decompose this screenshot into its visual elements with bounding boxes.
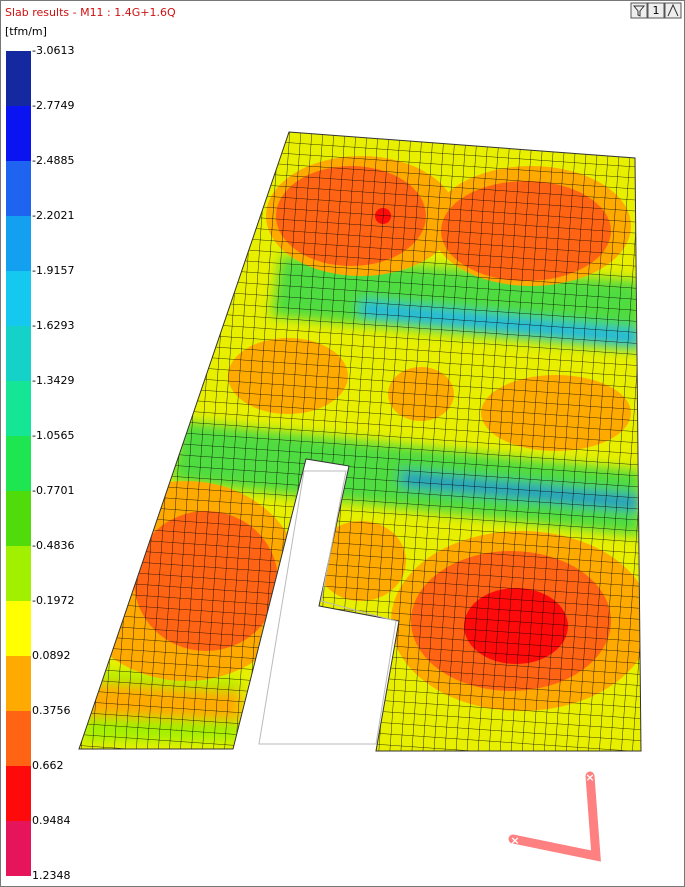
legend-label: -2.4885: [32, 154, 74, 167]
axis-gizmo: [508, 771, 601, 862]
legend-swatch: [6, 271, 31, 326]
legend-swatch: [6, 766, 31, 821]
legend-label: 0.3756: [32, 704, 71, 717]
legend-swatch: [6, 821, 31, 876]
slab-outline: [78, 131, 642, 752]
page-button[interactable]: [647, 2, 665, 19]
legend-swatch: [6, 601, 31, 656]
legend-label: -2.7749: [32, 99, 74, 112]
legend-label: -1.9157: [32, 264, 74, 277]
legend-swatch: [6, 51, 31, 106]
legend-label: -0.7701: [32, 484, 74, 497]
toolbar: 1: [630, 2, 682, 19]
filter-icon: [632, 5, 646, 17]
legend: -3.0613 -2.7749 -2.4885 -2.2021 -1.9157 -1.62…: [6, 44, 74, 882]
legend-label: 1.2348: [32, 869, 71, 882]
legend-swatch: [6, 161, 31, 216]
legend-label: -2.2021: [32, 209, 74, 222]
legend-swatch: [6, 491, 31, 546]
window-title: Slab results - M11 : 1.4G+1.6Q: [5, 6, 176, 19]
opening-outline: [258, 470, 397, 745]
legend-label: -1.0565: [32, 429, 74, 442]
legend-swatch: [6, 656, 31, 711]
legend-swatch: [6, 546, 31, 601]
legend-label: -1.6293: [32, 319, 74, 332]
legend-swatch: [6, 711, 31, 766]
legend-label: -3.0613: [32, 44, 74, 57]
legend-swatch: [6, 436, 31, 491]
legend-swatch: [6, 381, 31, 436]
legend-label: -0.1972: [32, 594, 74, 607]
legend-label: 0.0892: [32, 649, 71, 662]
legend-label: 0.9484: [32, 814, 71, 827]
up-icon: [667, 3, 679, 17]
page-number: 1: [653, 4, 660, 17]
legend-label: 0.662: [32, 759, 64, 772]
legend-label: -1.3429: [32, 374, 74, 387]
legend-swatch: [6, 326, 31, 381]
axis-x-mark: ×: [585, 771, 594, 784]
legend-label: -0.4836: [32, 539, 74, 552]
legend-unit: [tfm/m]: [5, 25, 47, 38]
axis-y-mark: ×: [510, 834, 519, 847]
legend-swatch: [6, 216, 31, 271]
legend-swatch: [6, 106, 31, 161]
slab-contour: [79, 132, 641, 751]
